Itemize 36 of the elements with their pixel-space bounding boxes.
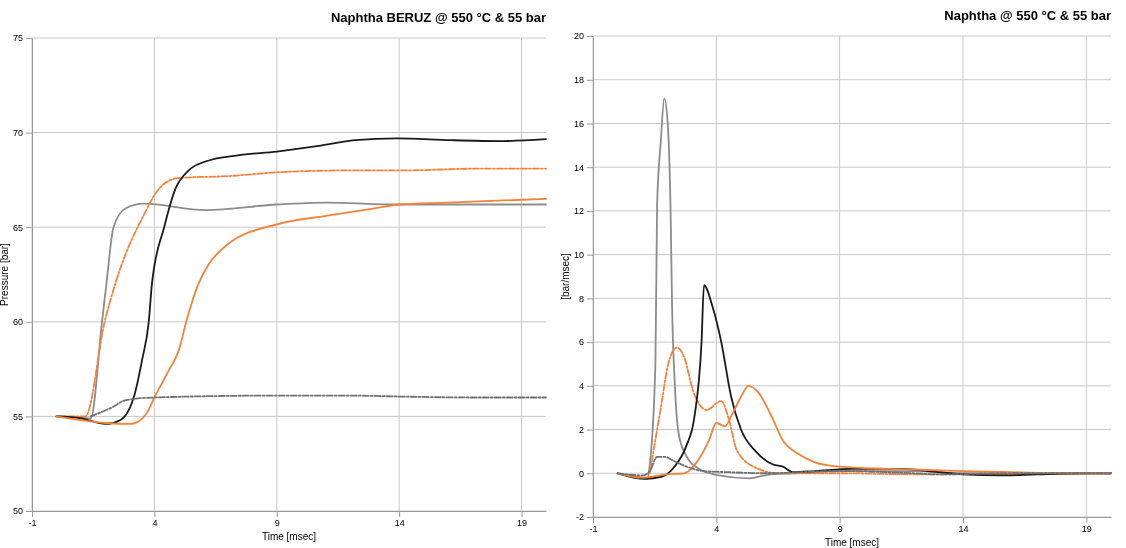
x-tick-label: 19 [1081,524,1092,535]
x-tick-label: -1 [589,524,598,535]
y-tick-label: 75 [12,33,23,44]
y-tick-label: 18 [573,75,584,86]
y-tick-label: 65 [12,222,23,233]
line-series [616,455,1112,477]
x-tick-label: 4 [152,518,158,529]
y-tick-label: 20 [573,31,584,42]
y-tick-label: 4 [578,381,584,392]
y-tick-label: 55 [12,411,23,422]
y-tick-label: -2 [575,512,584,523]
y-tick-label: 10 [573,250,584,261]
chart-title: Naphtha @ 550 °C & 55 bar [944,8,1111,23]
x-tick-label: 14 [958,524,969,535]
y-tick-label: 2 [578,424,584,435]
y-tick-label: 50 [12,506,23,517]
x-tick-label: 4 [714,524,720,535]
line-series [89,394,547,418]
x-tick-label: 9 [837,524,843,535]
y-tick-label: 0 [578,468,584,479]
y-axis-title: Pressure [bar] [0,242,10,306]
x-tick-label: 19 [517,518,528,529]
chart-title: Naphtha BERUZ @ 550 °C & 55 bar [330,10,546,25]
y-tick-label: 14 [573,162,584,173]
x-axis-title: Time [msec] [824,537,880,548]
x-tick-label: -1 [28,518,37,529]
y-axis-title: [bar/msec] [560,252,571,300]
y-tick-label: 8 [578,293,584,304]
x-tick-label: 9 [274,518,280,529]
y-tick-label: 60 [12,317,23,328]
y-tick-label: 6 [578,337,584,348]
x-tick-label: 14 [394,518,405,529]
x-axis-title: Time [msec] [261,531,317,542]
y-tick-label: 16 [573,118,584,129]
y-tick-label: 12 [573,206,584,217]
y-tick-label: 70 [12,127,23,138]
